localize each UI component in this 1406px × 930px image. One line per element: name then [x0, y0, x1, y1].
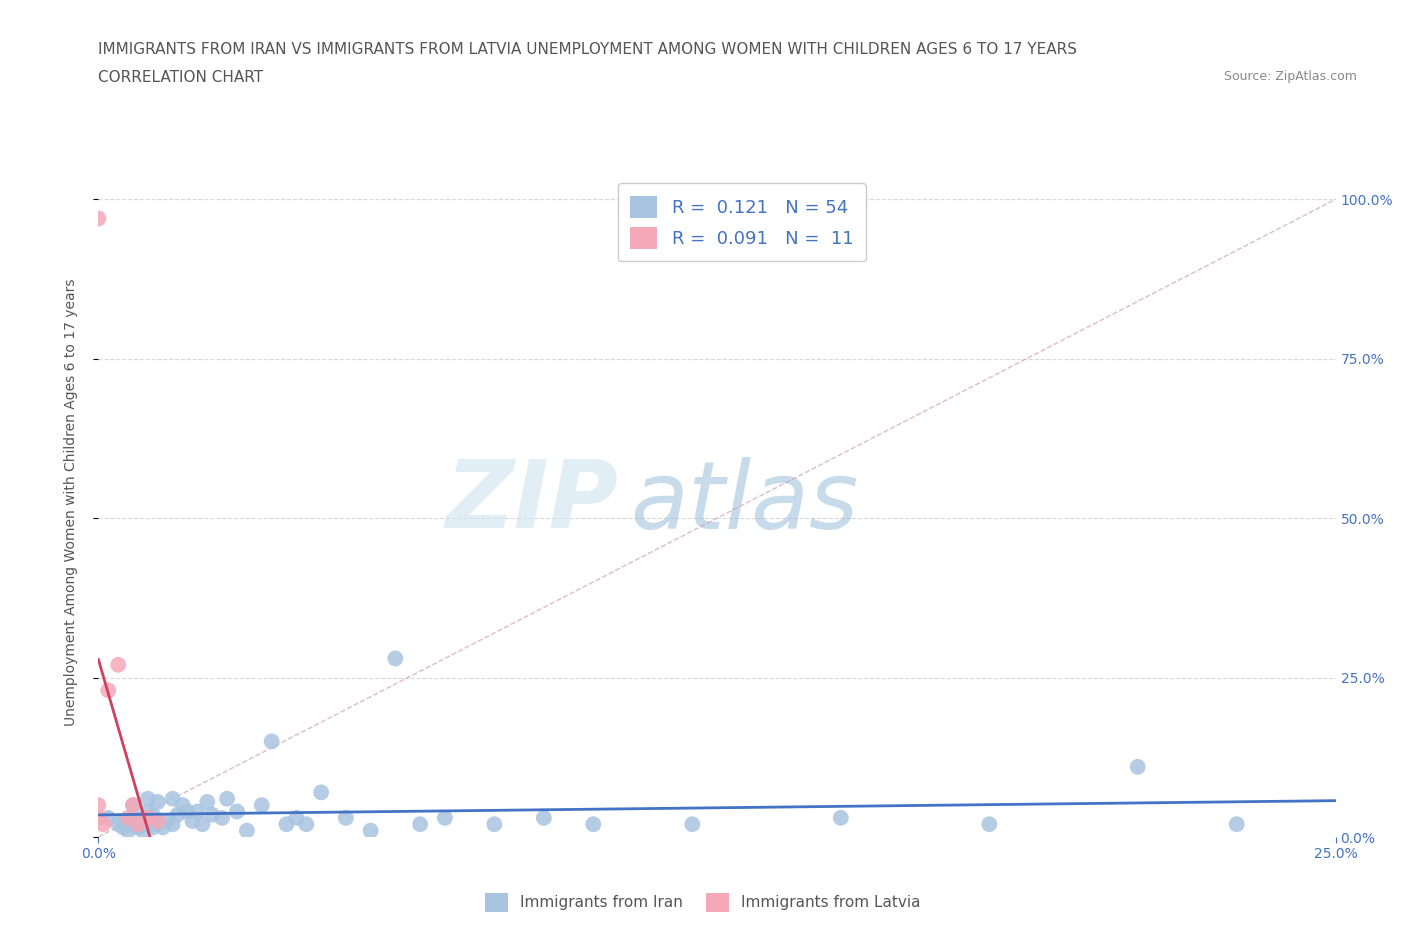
Legend: Immigrants from Iran, Immigrants from Latvia: Immigrants from Iran, Immigrants from La… [479, 887, 927, 918]
Point [176, 804, 198, 819]
Point [191, 817, 214, 831]
Point [122, 798, 145, 813]
Point [582, 817, 605, 831]
Point [384, 651, 406, 666]
Point [166, 807, 188, 822]
Point [1126, 760, 1149, 775]
Point [127, 820, 149, 835]
Point [285, 810, 308, 825]
Text: CORRELATION CHART: CORRELATION CHART [98, 70, 263, 85]
Point [146, 794, 169, 809]
Point [162, 817, 184, 831]
Point [97, 810, 120, 825]
Point [360, 823, 382, 838]
Point [136, 810, 159, 825]
Point [172, 798, 194, 813]
Point [433, 810, 456, 825]
Point [122, 810, 145, 825]
Point [181, 814, 204, 829]
Point [681, 817, 703, 831]
Point [979, 817, 1001, 831]
Point [152, 820, 174, 835]
Point [112, 814, 135, 829]
Point [132, 810, 155, 825]
Legend: R =  0.121   N = 54, R =  0.091   N =  11: R = 0.121 N = 54, R = 0.091 N = 11 [617, 183, 866, 261]
Text: Source: ZipAtlas.com: Source: ZipAtlas.com [1223, 70, 1357, 83]
Point [127, 817, 149, 831]
Point [107, 817, 129, 831]
Point [136, 791, 159, 806]
Point [117, 817, 139, 831]
Point [409, 817, 432, 831]
Point [136, 804, 159, 819]
Text: atlas: atlas [630, 457, 859, 548]
Point [142, 820, 165, 835]
Point [146, 817, 169, 831]
Point [142, 807, 165, 822]
Text: IMMIGRANTS FROM IRAN VS IMMIGRANTS FROM LATVIA UNEMPLOYMENT AMONG WOMEN WITH CHI: IMMIGRANTS FROM IRAN VS IMMIGRANTS FROM … [98, 42, 1077, 57]
Point [226, 804, 249, 819]
Point [87, 211, 110, 226]
Point [156, 814, 179, 829]
Point [136, 817, 159, 831]
Point [146, 814, 169, 829]
Point [260, 734, 283, 749]
Point [236, 823, 259, 838]
Point [276, 817, 298, 831]
Point [201, 807, 224, 822]
Point [1226, 817, 1249, 831]
Text: ZIP: ZIP [446, 457, 619, 548]
Point [122, 798, 145, 813]
Point [107, 658, 129, 672]
Point [87, 798, 110, 813]
Point [97, 683, 120, 698]
Point [830, 810, 852, 825]
Point [117, 823, 139, 838]
Point [162, 791, 184, 806]
Point [127, 814, 149, 829]
Point [93, 817, 115, 831]
Point [186, 804, 208, 819]
Point [295, 817, 318, 831]
Point [533, 810, 555, 825]
Point [217, 791, 239, 806]
Point [484, 817, 506, 831]
Point [132, 823, 155, 838]
Point [117, 810, 139, 825]
Point [195, 794, 218, 809]
Point [309, 785, 332, 800]
Point [335, 810, 357, 825]
Point [112, 820, 135, 835]
Point [250, 798, 273, 813]
Y-axis label: Unemployment Among Women with Children Ages 6 to 17 years: Unemployment Among Women with Children A… [63, 278, 77, 726]
Point [211, 810, 233, 825]
Point [87, 810, 110, 825]
